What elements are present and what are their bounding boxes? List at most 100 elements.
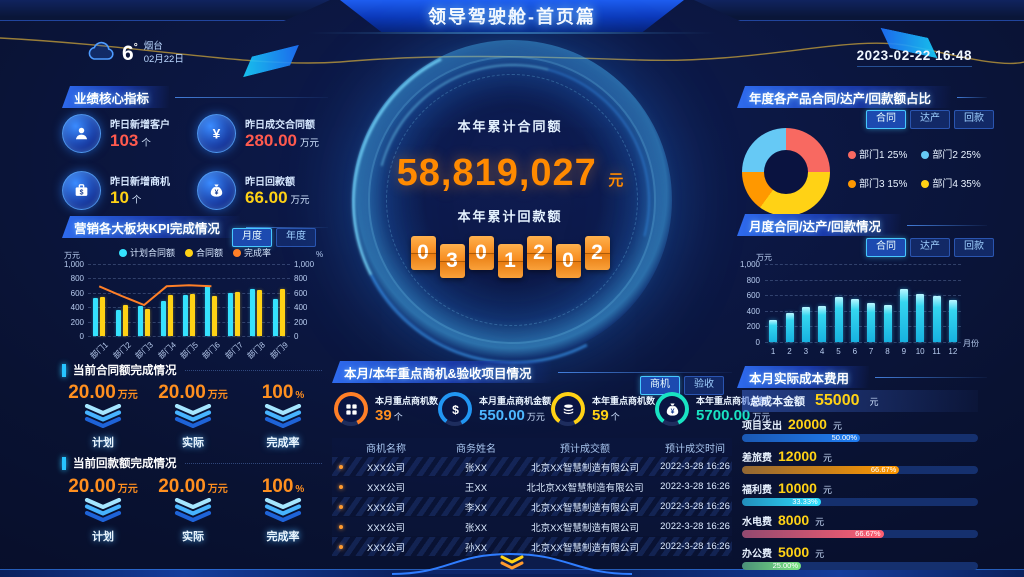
- tab-合同[interactable]: 合同: [866, 110, 906, 129]
- annual-contract-unit: 元: [608, 172, 624, 189]
- bar-计划合同额: [93, 297, 99, 336]
- chevron-down-icon: [170, 403, 216, 433]
- x-tick: 8: [885, 347, 890, 356]
- bar-合同额: [257, 289, 263, 336]
- table-row: XXX公司 王XX 北北京XX智慧制造有限公司 2022-3-28 16:26: [332, 477, 732, 496]
- kpi-period-tabs: 月度 年度: [228, 228, 316, 247]
- cost-bar-track: 33.33%: [742, 498, 978, 506]
- x-tick: 5: [836, 347, 841, 356]
- cost-line: 办公费 5000 元: [742, 544, 978, 560]
- legend-dot: [921, 151, 930, 159]
- column-header: 预计成交时间: [665, 443, 725, 455]
- bar-计划合同额: [160, 301, 166, 336]
- cost-bar-track: 66.67%: [742, 466, 978, 474]
- user-icon: [62, 114, 101, 153]
- tab-月度[interactable]: 月度: [232, 228, 272, 247]
- monthly-xlabel: 月份: [963, 339, 979, 348]
- cost-bar-fill: [742, 466, 900, 474]
- metric-label: 完成率: [266, 531, 300, 543]
- bar-month-6: [850, 298, 859, 342]
- cost-value: 8000: [778, 512, 810, 528]
- payment-metrics: 20.00 万元 计划 20.00 万元 实际 100% 完成率: [58, 476, 328, 544]
- y-tick: 800: [746, 275, 760, 285]
- legend-dot: [118, 249, 127, 257]
- cost-unit: 元: [832, 421, 842, 431]
- donut-tabs: 合同 达产 回款: [862, 110, 994, 129]
- scroll-down-indicator[interactable]: [391, 548, 633, 576]
- dollar-icon: $: [442, 396, 469, 422]
- bar-month-2: [785, 313, 794, 342]
- gridline: [88, 264, 290, 265]
- cost-bar-percent: 66.67%: [870, 465, 897, 474]
- gridline: [765, 264, 961, 265]
- stat-ring: $: [438, 392, 473, 426]
- biz-stat-本月重点商机数: 本月重点商机数 39 个: [334, 392, 438, 426]
- stat-text: 本年重点商机数 59 个: [592, 394, 655, 424]
- biz-stat-本月重点商机金额: $ 本月重点商机金额 550.00 万元: [438, 392, 551, 426]
- stat-label: 昨日成交合同额: [245, 120, 315, 132]
- tab-商机[interactable]: 商机: [640, 376, 680, 395]
- table-cell: 北京XX智慧制造有限公司: [531, 522, 639, 534]
- stat-unit: 个: [141, 138, 151, 150]
- metric-label: 实际: [182, 437, 204, 449]
- cost-bar-percent: 33.33%: [792, 497, 818, 506]
- yen-icon: ¥: [197, 114, 236, 153]
- annual-payment-label: 本年累计回款额: [457, 209, 563, 224]
- page-title-banner: 领导驾驶舱-首页篇: [340, 0, 684, 32]
- column-header: 商机名称: [366, 443, 406, 455]
- globe-visualization: [352, 40, 672, 360]
- coins-icon: [555, 396, 582, 422]
- gridline: [765, 342, 961, 343]
- table-cell: 2022-3-28 16:26: [660, 481, 730, 492]
- top-right-decoration: [694, 0, 1024, 21]
- stat-text: 昨日新增客户 103 个: [110, 116, 170, 151]
- cost-value: 10000: [778, 480, 817, 496]
- stat-label: 昨日新增商机: [110, 177, 170, 189]
- table-cell: XXX公司: [366, 462, 405, 474]
- gridline: [88, 321, 290, 323]
- svg-text:¥: ¥: [670, 408, 674, 415]
- tab-回款[interactable]: 回款: [954, 110, 994, 129]
- weather-city: 烟台: [143, 40, 163, 52]
- chevron-down-icon: [170, 497, 216, 527]
- gridline: [765, 279, 961, 281]
- x-tick: 6: [852, 347, 858, 356]
- annual-contract-value: 58,819,027 元: [340, 152, 680, 195]
- donut-legend: 部门1 25% 部门2 25% 部门3 15% 部门4 35%: [848, 146, 981, 190]
- tab-达产[interactable]: 达产: [910, 110, 950, 129]
- cost-label: 项目支出: [742, 421, 782, 432]
- cost-row-项目支出: 项目支出 20000 元 50.00%: [742, 416, 978, 442]
- metric-unit: %: [295, 484, 305, 495]
- moneybag-icon: ¥: [659, 396, 686, 422]
- biz-stat-本年重点商机数: 本年重点商机数 59 个: [551, 392, 655, 426]
- bar-计划合同额: [272, 299, 278, 336]
- bar-month-1: [769, 320, 778, 342]
- tab-年度[interactable]: 年度: [276, 228, 316, 247]
- tab-验收[interactable]: 验收: [684, 376, 724, 395]
- cost-row-办公费: 办公费 5000 元 25.00%: [742, 544, 978, 570]
- gridline: [765, 295, 961, 297]
- metric-label: 计划: [92, 437, 114, 449]
- cost-row-福利费: 福利费 10000 元 33.33%: [742, 480, 978, 506]
- stat-value: 59 个: [592, 407, 620, 424]
- chevron-down-icon: [260, 497, 306, 527]
- stat-value: 66.00 万元: [245, 188, 310, 208]
- grid-icon: [338, 396, 364, 422]
- metric-label: 计划: [92, 531, 114, 543]
- table-cell: XXX公司: [366, 502, 405, 514]
- metric-label: 完成率: [266, 437, 300, 449]
- row-bullet: [339, 485, 343, 489]
- x-tick: 部门8: [245, 340, 268, 361]
- monthly-tabs: 合同 达产 回款: [862, 238, 994, 257]
- tab-达产[interactable]: 达产: [910, 238, 950, 257]
- top-left-decoration: [0, 0, 330, 21]
- panel-contract-completion-header: 当前合同额完成情况: [62, 362, 322, 378]
- flip-digit: 0: [468, 236, 494, 270]
- x-tick: 9: [901, 347, 907, 356]
- y-tick: 600: [746, 291, 760, 301]
- stat-unit: 个: [393, 412, 403, 422]
- tab-合同[interactable]: 合同: [866, 238, 906, 257]
- gridline: [88, 307, 290, 309]
- tab-回款[interactable]: 回款: [954, 238, 994, 257]
- bar-month-11: [932, 295, 941, 342]
